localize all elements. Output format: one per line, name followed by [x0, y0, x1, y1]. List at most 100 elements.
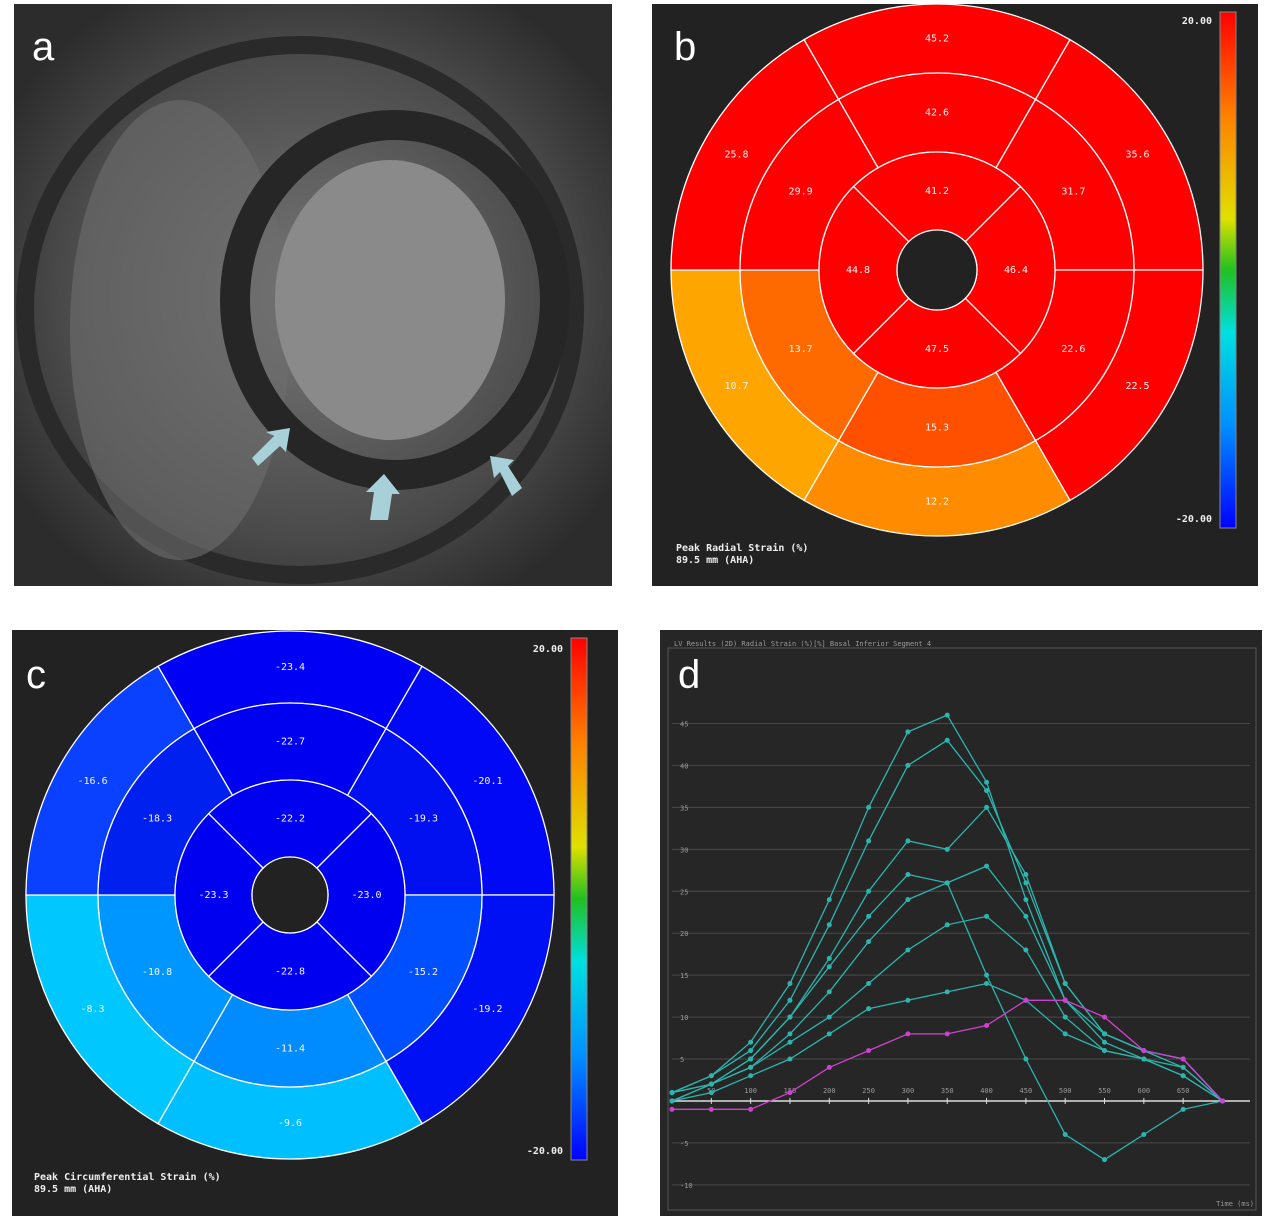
data-point: [984, 804, 990, 810]
data-point: [787, 1014, 793, 1020]
data-point: [1023, 897, 1029, 903]
y-tick-label: 15: [680, 972, 688, 980]
caption: Peak Circumferential Strain (%): [34, 1171, 221, 1183]
segment-value: 10.7: [724, 381, 748, 392]
x-tick-label: 350: [941, 1087, 954, 1095]
data-point: [1141, 1056, 1147, 1062]
scale-max: 20.00: [533, 644, 563, 655]
segment-value: -19.3: [408, 813, 438, 824]
y-tick-label: 20: [680, 930, 688, 938]
data-point: [905, 871, 911, 877]
data-point: [866, 838, 872, 844]
data-point: [826, 1064, 832, 1070]
data-point: [787, 1056, 793, 1062]
y-tick-label: -10: [680, 1182, 693, 1190]
data-point: [984, 972, 990, 978]
data-point: [1180, 1073, 1186, 1079]
data-point: [708, 1090, 714, 1096]
panel-label: b: [674, 25, 696, 69]
data-point: [669, 1106, 675, 1112]
segment-value: -15.2: [408, 967, 438, 978]
segment-value: 41.2: [925, 186, 949, 197]
data-point: [866, 981, 872, 987]
data-point: [1062, 1031, 1068, 1037]
data-point: [984, 779, 990, 785]
data-point: [1023, 1056, 1029, 1062]
segment-value: 44.8: [846, 265, 870, 276]
segment-value: 47.5: [925, 344, 949, 355]
panel-label: a: [32, 25, 55, 69]
data-point: [748, 1039, 754, 1045]
data-point: [866, 1006, 872, 1012]
segment-value: -22.7: [275, 737, 305, 748]
segment-value: -23.3: [198, 890, 228, 901]
chart-title: LV Results (2D) Radial Strain (%)[%] Bas…: [674, 640, 931, 648]
data-point: [984, 981, 990, 987]
segment-value: -20.1: [472, 776, 502, 787]
data-point: [1141, 1132, 1147, 1138]
segment-value: 31.7: [1061, 186, 1085, 197]
data-point: [748, 1048, 754, 1054]
y-tick-label: 30: [680, 846, 688, 854]
segment-value: -9.6: [278, 1118, 302, 1129]
segment-value: -18.3: [142, 813, 172, 824]
segment-value: 12.2: [925, 497, 949, 508]
x-tick-label: 600: [1138, 1087, 1151, 1095]
data-point: [826, 1031, 832, 1037]
data-point: [1180, 1056, 1186, 1062]
segment-value: 46.4: [1004, 265, 1028, 276]
segment-value: 45.2: [925, 34, 949, 45]
data-point: [1023, 997, 1029, 1003]
data-point: [984, 1022, 990, 1028]
data-point: [1141, 1048, 1147, 1054]
scale-min: -20.00: [527, 1146, 563, 1157]
data-point: [944, 922, 950, 928]
segment-value: 22.6: [1061, 344, 1085, 355]
data-point: [866, 804, 872, 810]
x-tick-label: 550: [1098, 1087, 1111, 1095]
data-point: [944, 880, 950, 886]
data-point: [905, 838, 911, 844]
data-point: [1023, 880, 1029, 886]
data-point: [748, 1064, 754, 1070]
center-hole: [896, 229, 978, 311]
data-point: [1102, 1157, 1108, 1163]
data-point: [787, 981, 793, 987]
x-axis-label: Time (ms): [1216, 1200, 1254, 1208]
segment-value: 29.9: [789, 186, 813, 197]
mri-panel: a: [14, 4, 612, 586]
data-point: [905, 897, 911, 903]
data-point: [1023, 871, 1029, 877]
data-point: [669, 1098, 675, 1104]
data-point: [1062, 1014, 1068, 1020]
panel-label: d: [678, 653, 700, 697]
data-point: [905, 729, 911, 735]
segment-value: 15.3: [925, 423, 949, 434]
data-point: [1102, 1014, 1108, 1020]
x-tick-label: 100: [744, 1087, 757, 1095]
data-point: [1023, 947, 1029, 953]
segment-value: -19.2: [472, 1004, 502, 1015]
data-point: [748, 1106, 754, 1112]
data-point: [944, 846, 950, 852]
caption: Peak Radial Strain (%): [676, 542, 808, 554]
bullseye-panel: -23.4 -20.1 -19.2 -9.6 -8.3 -16.6 -22.7 -19.3 -1…: [12, 630, 618, 1216]
x-tick-label: 650: [1177, 1087, 1190, 1095]
segment-value: -22.2: [275, 814, 305, 825]
data-point: [1062, 997, 1068, 1003]
y-tick-label: 45: [680, 720, 688, 728]
data-point: [748, 1056, 754, 1062]
y-tick-label: 35: [680, 804, 688, 812]
data-point: [826, 922, 832, 928]
data-point: [944, 712, 950, 718]
data-point: [866, 939, 872, 945]
segment-value: 35.6: [1125, 149, 1149, 160]
data-point: [984, 788, 990, 794]
x-tick-label: 400: [980, 1087, 993, 1095]
data-point: [984, 913, 990, 919]
bullseye-panel: 45.2 35.6 22.5 12.2 10.7 25.8 42.6 31.7 22.6 15.3…: [652, 3, 1258, 586]
caption: 89.5 mm (AHA): [34, 1184, 112, 1195]
segment-value: 25.8: [724, 149, 748, 160]
data-point: [866, 888, 872, 894]
segment-value: -23.0: [351, 890, 381, 901]
